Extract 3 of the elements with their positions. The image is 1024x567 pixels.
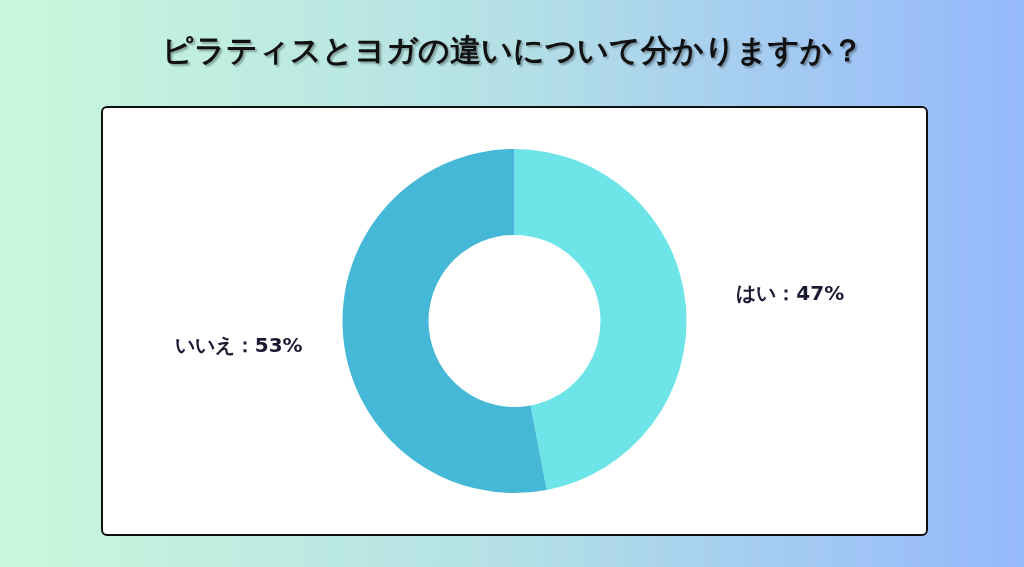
slice-label: はい：47% bbox=[736, 281, 845, 306]
slice-label: いいえ：53% bbox=[174, 333, 303, 358]
chart-title: ピラティスとヨガの違いについて分かりますか？ bbox=[160, 31, 864, 70]
